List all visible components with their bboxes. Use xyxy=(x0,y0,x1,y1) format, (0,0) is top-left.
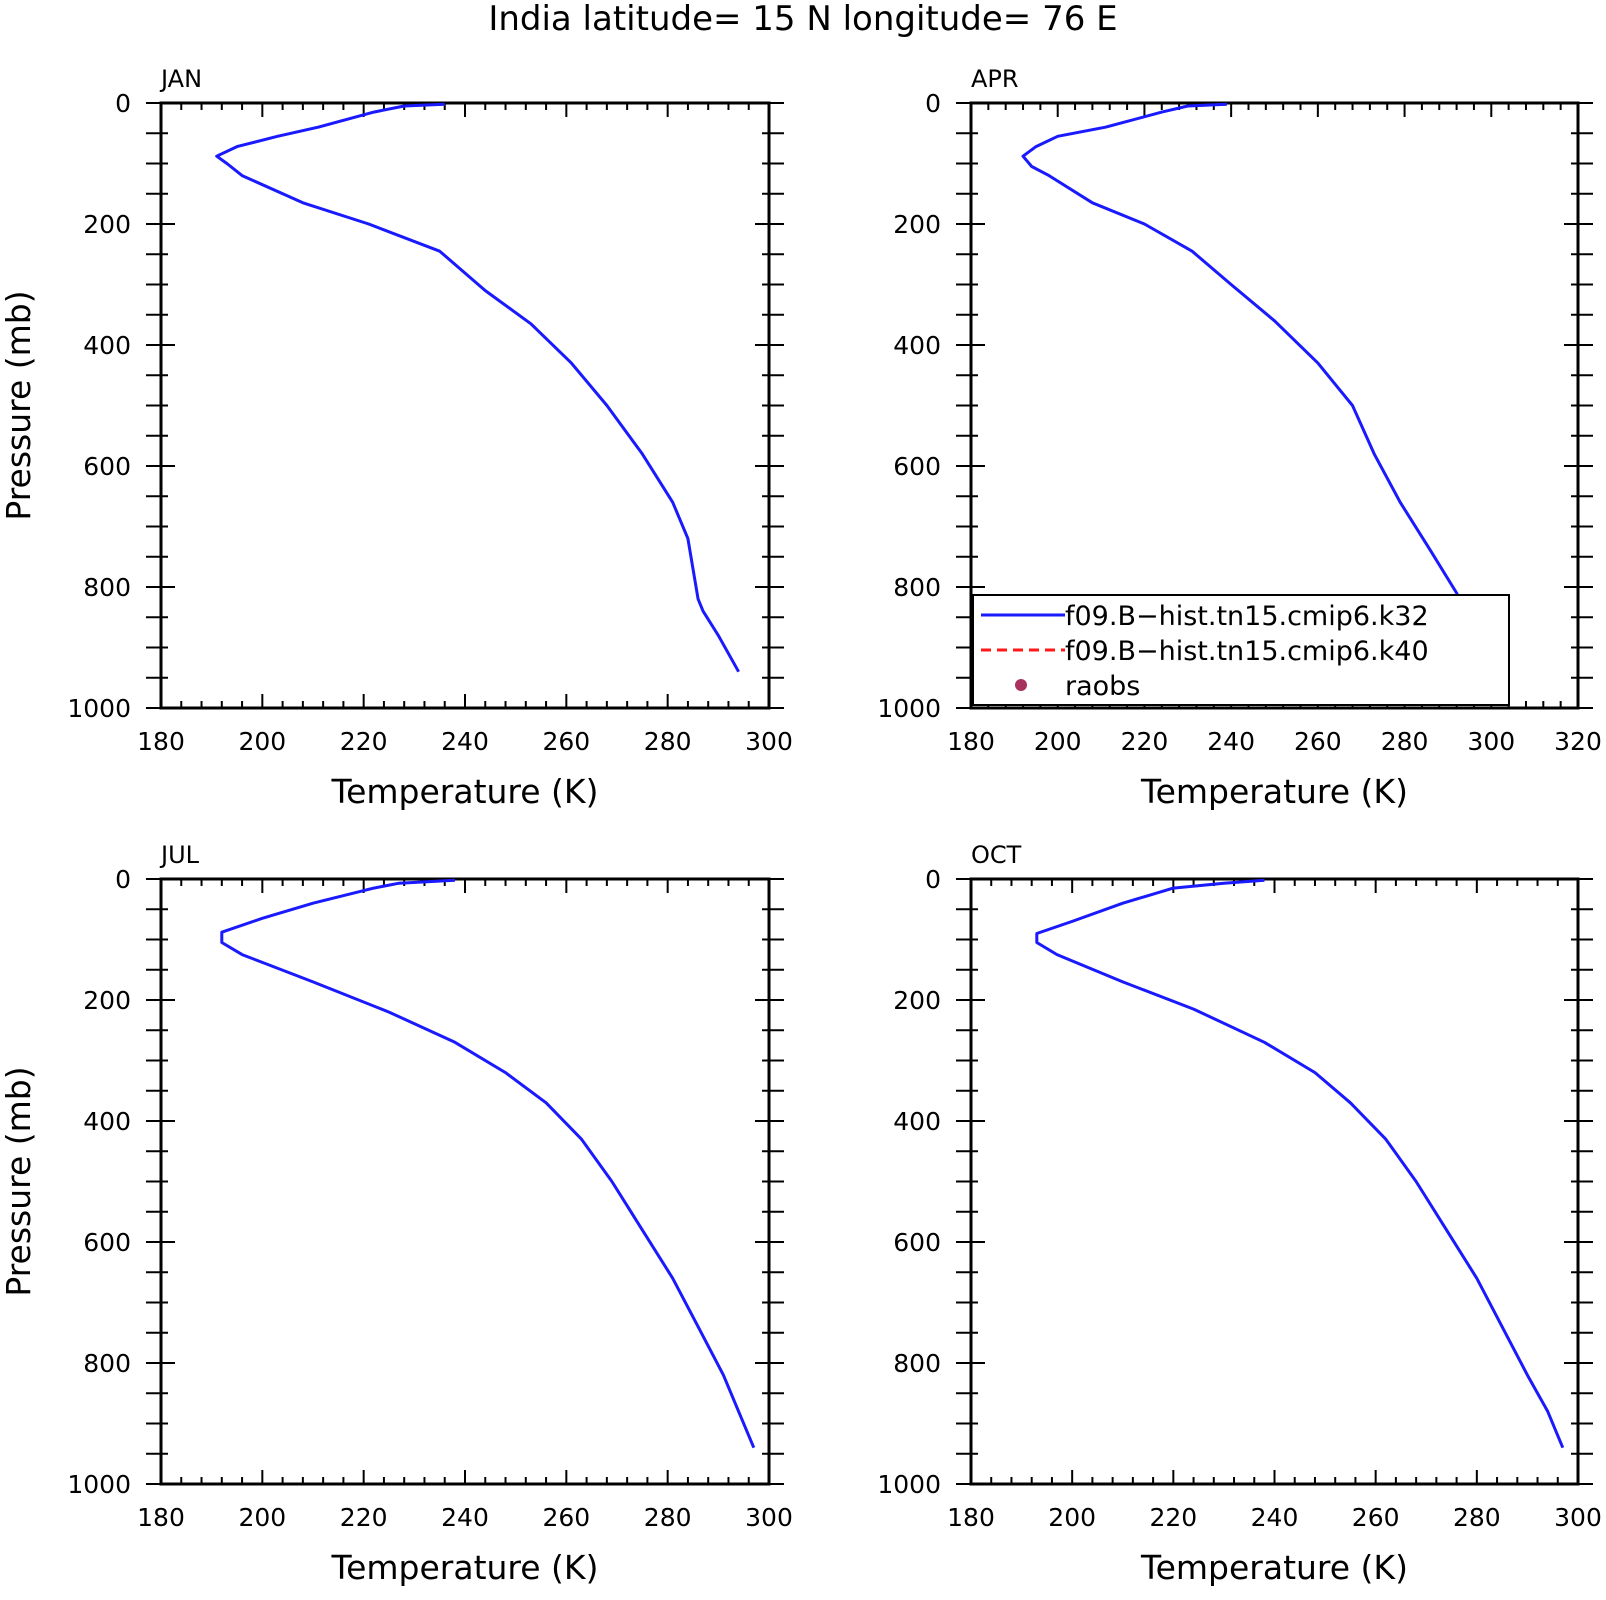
x-tick-label: 260 xyxy=(542,1503,590,1532)
x-tick-label: 180 xyxy=(947,727,995,756)
plot-frame xyxy=(969,877,1580,1486)
y-tick-label: 1000 xyxy=(877,694,941,723)
series-line-k40 xyxy=(220,878,755,1449)
y-tick-label: 800 xyxy=(83,573,131,602)
x-axis-label: Temperature (K) xyxy=(331,772,599,811)
x-tick-label: 300 xyxy=(1554,1503,1602,1532)
x-tick-label: 240 xyxy=(1251,1503,1299,1532)
panel-label: OCT xyxy=(971,841,1022,869)
y-tick-label: 600 xyxy=(83,1228,131,1257)
x-tick-label: 280 xyxy=(644,1503,692,1532)
x-tick-label: 260 xyxy=(1352,1503,1400,1532)
y-tick-label: 400 xyxy=(893,1107,941,1136)
y-tick-label: 200 xyxy=(893,210,941,239)
series-line-k40 xyxy=(215,102,740,673)
panel-label: JUL xyxy=(159,841,200,869)
x-tick-label: 180 xyxy=(947,1503,995,1532)
y-axis-label: Pressure (mb) xyxy=(0,1066,38,1296)
y-tick-label: 400 xyxy=(83,331,131,360)
x-tick-label: 300 xyxy=(745,1503,793,1532)
panel-label: APR xyxy=(971,65,1019,93)
x-tick-label: 180 xyxy=(137,1503,185,1532)
x-tick-label: 180 xyxy=(137,727,185,756)
y-tick-label: 1000 xyxy=(67,694,131,723)
legend-label: raobs xyxy=(1065,671,1140,702)
y-tick-label: 800 xyxy=(893,573,941,602)
x-tick-label: 200 xyxy=(238,1503,286,1532)
y-tick-label: 0 xyxy=(115,865,131,894)
x-tick-label: 220 xyxy=(1149,1503,1197,1532)
y-tick-label: 600 xyxy=(893,1228,941,1257)
y-tick-label: 800 xyxy=(83,1349,131,1378)
y-tick-label: 200 xyxy=(83,986,131,1015)
y-tick-label: 200 xyxy=(83,210,131,239)
legend: f09.B−hist.tn15.cmip6.k32 f09.B−hist.tn15… xyxy=(972,594,1510,706)
y-axis-label: Pressure (mb) xyxy=(0,290,38,520)
x-tick-label: 240 xyxy=(441,1503,489,1532)
panels-group: JAN 180 200 220 240 260 280 300 0 200 400 600 800 100… xyxy=(0,65,1602,1587)
y-tick-label: 0 xyxy=(925,89,941,118)
y-tick-label: 0 xyxy=(115,89,131,118)
y-tick-label: 0 xyxy=(925,865,941,894)
legend-label: f09.B−hist.tn15.cmip6.k40 xyxy=(1065,636,1429,667)
figure-title: India latitude= 15 N longitude= 76 E xyxy=(488,0,1117,39)
y-tick-label: 200 xyxy=(893,986,941,1015)
x-tick-label: 320 xyxy=(1554,727,1602,756)
legend-marker-raobs xyxy=(1015,679,1027,691)
x-tick-label: 280 xyxy=(644,727,692,756)
x-tick-label: 300 xyxy=(745,727,793,756)
x-tick-label: 260 xyxy=(542,727,590,756)
y-tick-label: 800 xyxy=(893,1349,941,1378)
series-line-k32 xyxy=(1021,102,1502,673)
y-tick-label: 400 xyxy=(893,331,941,360)
panel-oct: OCT 180 200 220 240 260 280 300 0 200 400 600 800 100… xyxy=(877,841,1601,1587)
legend-label: f09.B−hist.tn15.cmip6.k32 xyxy=(1065,601,1429,632)
panel-label: JAN xyxy=(159,65,202,93)
y-tick-label: 1000 xyxy=(67,1470,131,1499)
series-line-k32 xyxy=(215,102,740,673)
y-tick-label: 600 xyxy=(893,452,941,481)
series-line-k32 xyxy=(1035,878,1565,1449)
y-tick-label: 600 xyxy=(83,452,131,481)
x-axis-label: Temperature (K) xyxy=(331,1548,599,1587)
panel-apr: APR 180 200 220 240 260 280 300 320 0 200 400 600 800… xyxy=(877,65,1601,811)
x-axis-label: Temperature (K) xyxy=(1140,772,1408,811)
panel-jul: JUL 180 200 220 240 260 280 300 0 200 400 600 800 100… xyxy=(0,841,793,1587)
x-tick-label: 220 xyxy=(1121,727,1169,756)
plot-frame xyxy=(159,101,771,710)
x-tick-label: 200 xyxy=(1034,727,1082,756)
series-line-k32 xyxy=(220,878,756,1449)
x-tick-label: 260 xyxy=(1294,727,1342,756)
x-tick-label: 200 xyxy=(1048,1503,1096,1532)
x-tick-label: 240 xyxy=(441,727,489,756)
x-tick-label: 220 xyxy=(340,727,388,756)
x-tick-label: 240 xyxy=(1207,727,1255,756)
y-tick-label: 400 xyxy=(83,1107,131,1136)
x-axis-label: Temperature (K) xyxy=(1140,1548,1408,1587)
x-tick-label: 280 xyxy=(1381,727,1429,756)
plot-frame xyxy=(159,877,771,1486)
x-tick-label: 280 xyxy=(1453,1503,1501,1532)
series-line-k40 xyxy=(1021,102,1502,673)
series-line-k40 xyxy=(1035,878,1564,1449)
x-tick-label: 200 xyxy=(238,727,286,756)
panel-jan: JAN 180 200 220 240 260 280 300 0 200 400 600 800 100… xyxy=(0,65,793,811)
y-tick-label: 1000 xyxy=(877,1470,941,1499)
x-tick-label: 300 xyxy=(1467,727,1515,756)
x-tick-label: 220 xyxy=(340,1503,388,1532)
